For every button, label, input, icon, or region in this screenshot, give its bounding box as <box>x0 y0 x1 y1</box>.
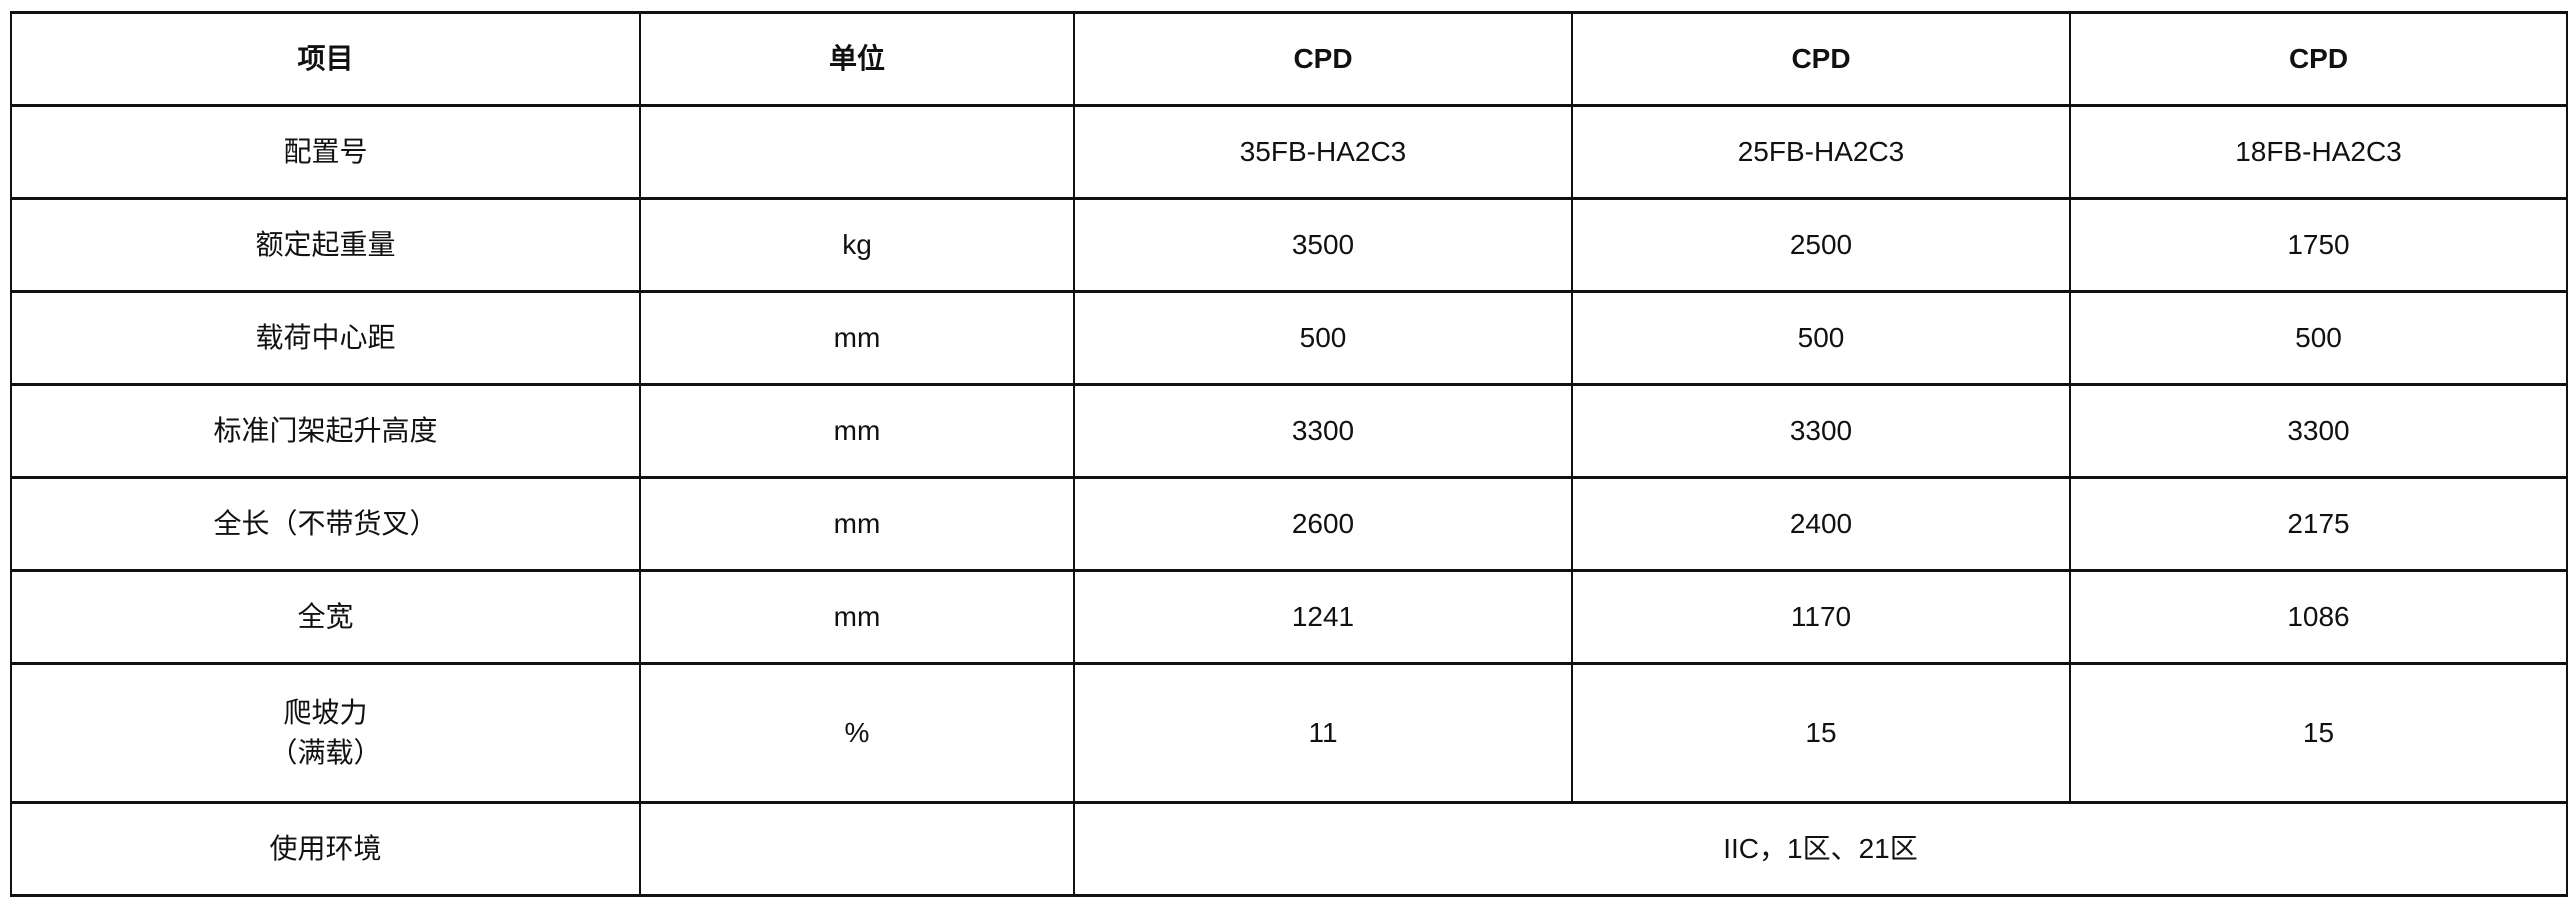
cell: 2600 <box>1073 476 1573 572</box>
header-item: 项目 <box>10 11 641 107</box>
row-unit: mm <box>639 290 1075 386</box>
merged-cell: IIC，1区、21区 <box>1073 801 2568 897</box>
cell: 500 <box>1571 290 2071 386</box>
cell: 500 <box>2069 290 2568 386</box>
header-model-3: CPD <box>2069 11 2568 107</box>
cell: 25FB-HA2C3 <box>1571 104 2071 200</box>
cell: 35FB-HA2C3 <box>1073 104 1573 200</box>
table-row: 标准门架起升高度 mm 3300 3300 3300 <box>10 383 2568 479</box>
cell: 1241 <box>1073 569 1573 665</box>
row-unit: mm <box>639 383 1075 479</box>
table-row: 全长（不带货叉） mm 2600 2400 2175 <box>10 476 2568 572</box>
row-label: 全宽 <box>10 569 641 665</box>
cell: 1086 <box>2069 569 2568 665</box>
row-unit: mm <box>639 476 1075 572</box>
table-row: 爬坡力 （满载） % 11 15 15 <box>10 662 2568 804</box>
cell: 18FB-HA2C3 <box>2069 104 2568 200</box>
cell: 15 <box>1571 662 2071 804</box>
row-label-line1: 爬坡力 <box>283 697 368 728</box>
row-unit: mm <box>639 569 1075 665</box>
cell: 3300 <box>1571 383 2071 479</box>
row-label: 配置号 <box>10 104 641 200</box>
cell: 2400 <box>1571 476 2071 572</box>
row-label: 载荷中心距 <box>10 290 641 386</box>
table-row: 载荷中心距 mm 500 500 500 <box>10 290 2568 386</box>
row-label: 标准门架起升高度 <box>10 383 641 479</box>
table-row: 全宽 mm 1241 1170 1086 <box>10 569 2568 665</box>
cell: 1750 <box>2069 197 2568 293</box>
row-label: 额定起重量 <box>10 197 641 293</box>
spec-table: 项目 单位 CPD CPD CPD 配置号 35FB-HA2C3 25FB-HA… <box>10 11 2568 897</box>
row-label: 爬坡力 （满载） <box>10 662 641 804</box>
header-row: 项目 单位 CPD CPD CPD <box>10 11 2568 107</box>
cell: 500 <box>1073 290 1573 386</box>
table-row: 额定起重量 kg 3500 2500 1750 <box>10 197 2568 293</box>
cell: 3300 <box>1073 383 1573 479</box>
row-unit <box>639 104 1075 200</box>
header-model-2: CPD <box>1571 11 2071 107</box>
header-unit: 单位 <box>639 11 1075 107</box>
row-label: 使用环境 <box>10 801 641 897</box>
row-label-line2: （满载） <box>269 737 382 768</box>
row-unit <box>639 801 1075 897</box>
row-unit: % <box>639 662 1075 804</box>
table-row: 使用环境 IIC，1区、21区 <box>10 801 2568 897</box>
cell: 1170 <box>1571 569 2071 665</box>
cell: 11 <box>1073 662 1573 804</box>
table-row: 配置号 35FB-HA2C3 25FB-HA2C3 18FB-HA2C3 <box>10 104 2568 200</box>
cell: 2500 <box>1571 197 2071 293</box>
cell: 15 <box>2069 662 2568 804</box>
row-unit: kg <box>639 197 1075 293</box>
cell: 3500 <box>1073 197 1573 293</box>
header-model-1: CPD <box>1073 11 1573 107</box>
cell: 3300 <box>2069 383 2568 479</box>
cell: 2175 <box>2069 476 2568 572</box>
row-label: 全长（不带货叉） <box>10 476 641 572</box>
